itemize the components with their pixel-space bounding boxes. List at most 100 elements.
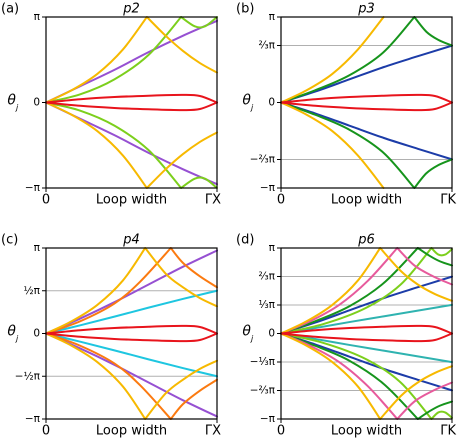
- y-tick-label: −π: [25, 413, 41, 425]
- curve: [45, 332, 172, 420]
- curve: [45, 332, 218, 378]
- curve: [45, 289, 218, 335]
- curve: [280, 332, 453, 364]
- y-tick-label: π: [34, 242, 41, 254]
- curve: [280, 332, 433, 420]
- curve: [280, 247, 382, 335]
- curve: [145, 16, 218, 74]
- curve: [280, 332, 453, 343]
- x-axis-label: Loop width: [331, 424, 402, 439]
- plot-frame: [45, 247, 218, 420]
- curve: [180, 16, 218, 29]
- curve: [396, 381, 453, 420]
- plot-frame: [280, 16, 453, 189]
- y-tick-label: 0: [33, 97, 40, 109]
- curve: [45, 101, 183, 189]
- curve: [45, 16, 183, 104]
- curve: [45, 332, 218, 343]
- y-tick-label: π: [269, 11, 276, 23]
- panel: −π −⅔π 0 ⅔π π 0 ΓK Loop width θ j (b) p3: [236, 2, 456, 208]
- y-tick-label: −⅓π: [250, 356, 276, 368]
- panel-label: (d): [236, 233, 254, 248]
- curve: [280, 324, 453, 335]
- curve: [45, 101, 218, 112]
- curve: [144, 247, 218, 308]
- curve: [413, 16, 453, 47]
- x-tick-label: ΓK: [440, 193, 456, 208]
- panel-label: (c): [1, 233, 18, 248]
- curve: [280, 16, 385, 104]
- x-axis-label: Loop width: [96, 193, 167, 208]
- curve: [280, 303, 453, 335]
- curve: [416, 247, 453, 267]
- y-axis-label: θ: [242, 93, 251, 109]
- curve: [280, 101, 416, 189]
- panel-title: p4: [122, 233, 140, 248]
- curve: [45, 324, 218, 335]
- curve: [280, 332, 419, 420]
- curve: [280, 93, 453, 104]
- y-tick-label: π: [34, 11, 41, 23]
- curve: [169, 378, 218, 420]
- curve: [379, 365, 453, 420]
- curve: [396, 247, 453, 286]
- curve: [430, 247, 453, 257]
- curve: [45, 101, 148, 189]
- curve: [280, 247, 433, 335]
- curve: [280, 101, 453, 161]
- curve: [169, 247, 218, 289]
- y-tick-label: ⅓π: [259, 299, 276, 311]
- panel: −π −½π 0 ½π π 0 ΓX Loop width θ j (c) p4: [1, 233, 221, 439]
- x-tick-label: 0: [277, 193, 285, 208]
- panel: −π −⅔π −⅓π 0 ⅓π ⅔π π 0 ΓK Loop width θ j (d) p6: [236, 233, 456, 439]
- y-tick-label: 0: [268, 328, 275, 340]
- panel-label: (a): [1, 2, 19, 17]
- curve: [45, 93, 218, 104]
- y-tick-label: 0: [33, 328, 40, 340]
- x-tick-label: ΓK: [440, 424, 456, 439]
- y-axis-label: θ: [7, 93, 16, 109]
- y-tick-label: ⅔π: [259, 40, 276, 52]
- curve: [280, 101, 453, 112]
- y-tick-label: −⅔π: [250, 154, 276, 166]
- y-tick-label: −⅔π: [250, 385, 276, 397]
- x-tick-label: 0: [277, 424, 285, 439]
- x-tick-label: 0: [42, 424, 50, 439]
- curve: [416, 400, 453, 420]
- panel-label: (b): [236, 2, 254, 17]
- panel-title: p3: [357, 2, 375, 17]
- y-axis-label: θ: [7, 324, 16, 340]
- x-axis-label: Loop width: [331, 193, 402, 208]
- curve: [145, 131, 218, 189]
- y-axis-label-sub: j: [250, 103, 254, 112]
- curve: [379, 247, 453, 302]
- y-tick-label: ⅔π: [259, 271, 276, 283]
- curve: [180, 176, 218, 189]
- curve: [280, 16, 416, 104]
- curve: [280, 332, 399, 420]
- x-tick-label: 0: [42, 193, 50, 208]
- curve: [280, 247, 399, 335]
- y-tick-label: ½π: [24, 285, 41, 297]
- y-tick-label: −π: [260, 413, 276, 425]
- curve: [430, 410, 453, 420]
- panel-title: p2: [122, 2, 140, 17]
- y-axis-label-sub: j: [250, 334, 254, 343]
- curve: [144, 359, 218, 420]
- curve: [45, 247, 147, 335]
- y-tick-label: −π: [25, 182, 41, 194]
- y-axis-label: θ: [242, 324, 251, 340]
- curve: [280, 247, 419, 335]
- x-tick-label: ΓX: [205, 424, 221, 439]
- y-tick-label: 0: [268, 97, 275, 109]
- y-tick-label: −π: [260, 182, 276, 194]
- y-tick-label: π: [269, 242, 276, 254]
- curve: [45, 332, 147, 420]
- curve: [413, 158, 453, 189]
- x-tick-label: ΓX: [205, 193, 221, 208]
- y-tick-label: −½π: [15, 370, 41, 382]
- y-axis-label-sub: j: [15, 103, 19, 112]
